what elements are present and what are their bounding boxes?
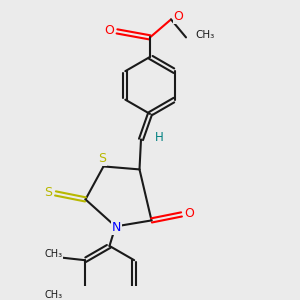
Text: CH₃: CH₃ xyxy=(195,30,214,40)
Text: N: N xyxy=(112,221,121,234)
Text: O: O xyxy=(105,24,114,37)
Text: H: H xyxy=(154,131,164,144)
Text: CH₃: CH₃ xyxy=(44,290,62,300)
Text: O: O xyxy=(174,11,183,23)
Text: S: S xyxy=(98,152,106,165)
Text: S: S xyxy=(44,186,52,199)
Text: CH₃: CH₃ xyxy=(44,249,62,259)
Text: O: O xyxy=(184,207,194,220)
